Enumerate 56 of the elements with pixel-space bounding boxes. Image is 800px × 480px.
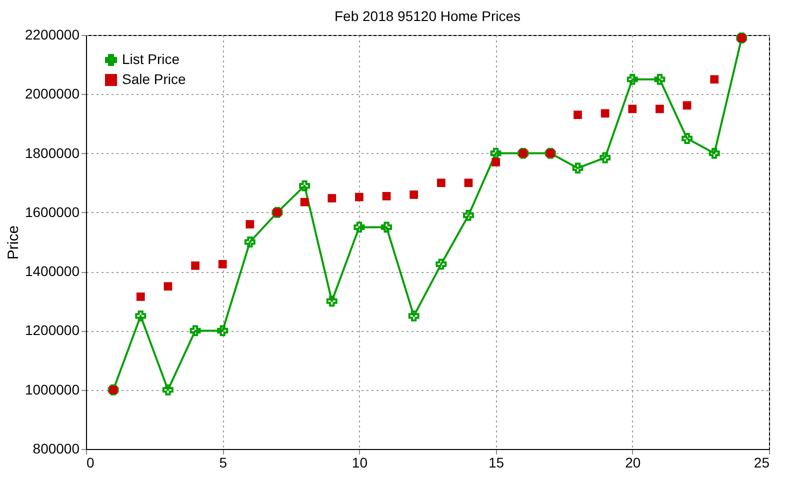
point	[217, 325, 228, 336]
point	[246, 220, 254, 228]
point	[410, 190, 418, 199]
point	[436, 178, 446, 188]
point	[300, 198, 309, 206]
legend-label: Sale Price	[122, 71, 186, 87]
y-axis-title: Price	[4, 225, 22, 260]
y-tick-label: 1000000	[24, 381, 80, 398]
legend-label: List Price	[122, 51, 180, 67]
point	[682, 133, 693, 144]
chart-title: Feb 2018 95120 Home Prices	[334, 8, 520, 24]
point	[490, 148, 502, 159]
x-tick-label: 0	[86, 454, 94, 470]
point	[354, 222, 365, 233]
point	[656, 104, 664, 114]
y-tick-label: 1800000	[24, 144, 80, 161]
point	[328, 194, 336, 202]
point	[164, 282, 172, 291]
point	[600, 109, 610, 118]
x-tick-label: 15	[488, 454, 504, 470]
point	[162, 384, 174, 396]
x-tick-label: 5	[219, 454, 228, 470]
point	[244, 236, 256, 248]
y-tick-label: 800000	[32, 440, 80, 456]
point	[464, 178, 473, 188]
point	[492, 158, 500, 166]
point	[572, 162, 584, 174]
x-tick-label: 25	[754, 454, 770, 470]
point	[299, 180, 310, 192]
point	[218, 260, 227, 268]
y-tick-label: 1600000	[24, 204, 80, 220]
y-tick-label: 2000000	[24, 86, 80, 102]
y-tick-label: 1200000	[24, 322, 80, 338]
point	[574, 110, 582, 120]
point	[463, 210, 474, 221]
point	[355, 192, 364, 202]
point	[626, 74, 638, 85]
point	[190, 325, 201, 336]
point	[682, 101, 692, 110]
point	[191, 261, 200, 270]
point	[326, 296, 338, 307]
point	[710, 75, 719, 84]
point	[436, 258, 447, 270]
point	[136, 292, 145, 301]
x-tick-label: 20	[625, 454, 641, 470]
y-tick-label: 1400000	[24, 263, 80, 280]
point	[382, 192, 391, 200]
x-tick-label: 10	[352, 454, 368, 470]
point	[408, 310, 420, 322]
point	[135, 310, 146, 322]
point	[708, 148, 720, 159]
point	[628, 104, 637, 114]
point	[654, 74, 666, 85]
point	[600, 152, 611, 164]
y-tick-label: 2200000	[24, 26, 80, 42]
point	[381, 222, 392, 233]
